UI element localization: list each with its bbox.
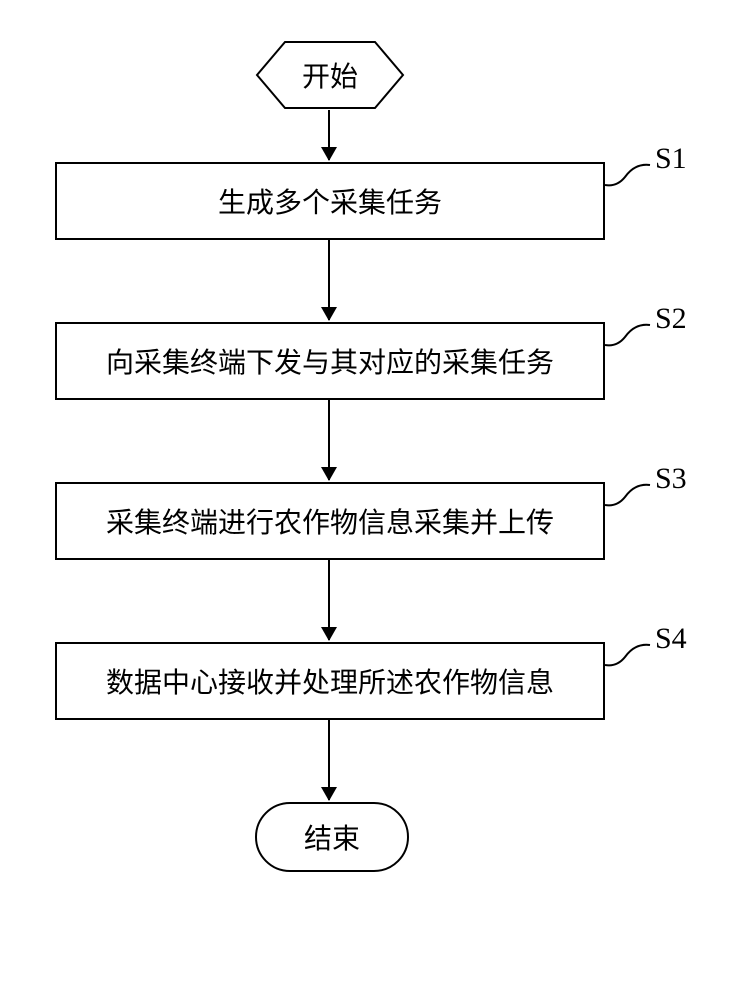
end-label: 结束 [304,817,360,857]
step-s4-box: 数据中心接收并处理所述农作物信息 [55,642,605,720]
step-s2-box: 向采集终端下发与其对应的采集任务 [55,322,605,400]
connector-s1 [605,155,660,205]
connector-s3 [605,475,660,525]
label-s1: S1 [655,142,687,176]
arrow-s2-s3 [328,400,330,480]
connector-s2 [605,315,660,365]
arrow-s3-s4 [328,560,330,640]
step-s1-box: 生成多个采集任务 [55,162,605,240]
step-s3-box: 采集终端进行农作物信息采集并上传 [55,482,605,560]
step-s4-text: 数据中心接收并处理所述农作物信息 [106,661,554,701]
label-s4: S4 [655,622,687,656]
connector-s4 [605,635,660,685]
start-node: 开始 [255,40,405,110]
arrow-s1-s2 [328,240,330,320]
label-s3: S3 [655,462,687,496]
step-s3-text: 采集终端进行农作物信息采集并上传 [106,501,554,541]
flowchart-canvas: 开始 生成多个采集任务 S1 向采集终端下发与其对应的采集任务 S2 采集终端进… [0,0,731,1000]
step-s1-text: 生成多个采集任务 [218,181,442,221]
arrow-s4-end [328,720,330,800]
label-s2: S2 [655,302,687,336]
start-label: 开始 [302,55,358,95]
step-s2-text: 向采集终端下发与其对应的采集任务 [106,341,554,381]
end-node: 结束 [255,802,409,872]
arrow-start-s1 [328,110,330,160]
